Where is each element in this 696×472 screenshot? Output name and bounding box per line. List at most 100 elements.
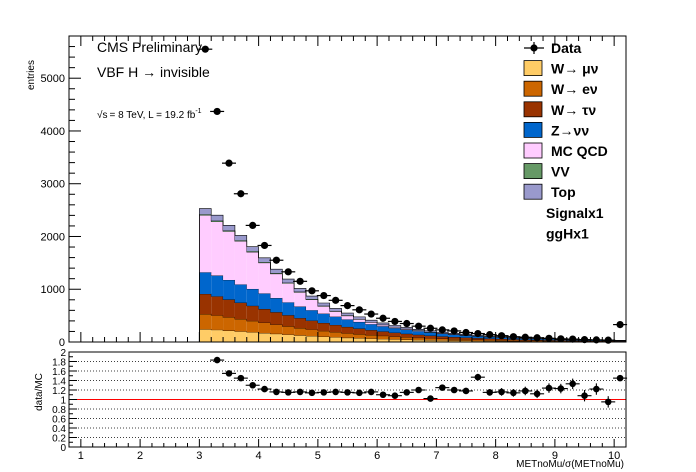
legend-swatch-5 xyxy=(523,142,543,159)
stack-bar-7-bin-10 xyxy=(306,296,318,300)
ratio-x-tick-label: 1 xyxy=(78,450,84,462)
data-point-27 xyxy=(509,333,518,341)
stack-bar-2-bin-28 xyxy=(519,340,532,342)
stack-bar-1-bin-12 xyxy=(329,337,342,342)
ratio-point-26 xyxy=(510,389,517,397)
stack-bar-5-bin-9 xyxy=(294,292,307,307)
data-point-12 xyxy=(332,296,340,304)
stack-bar-4-bin-11 xyxy=(317,313,330,324)
ratio-x-tick-label: 5 xyxy=(315,450,321,462)
ratio-point-30 xyxy=(557,385,565,392)
stack-bar-6-bin-4 xyxy=(234,240,247,242)
data-point-1 xyxy=(201,45,209,53)
stack-bar-2-bin-24 xyxy=(471,339,484,341)
stack-bar-5-bin-12 xyxy=(329,311,342,317)
stack-bar-3-bin-2 xyxy=(211,296,224,316)
stack-bar-4-bin-18 xyxy=(400,329,413,334)
legend-swatch-7 xyxy=(523,183,543,200)
stack-bar-3-bin-4 xyxy=(234,302,247,320)
main-x-ticks xyxy=(80,36,627,342)
ratio-point-22 xyxy=(462,387,470,395)
stack-bar-1-bin-13 xyxy=(341,337,354,342)
data-point-14 xyxy=(355,306,363,314)
stack-bar-7-bin-2 xyxy=(211,215,224,221)
legend-label-6: VV xyxy=(551,164,570,180)
stack-bar-4-bin-8 xyxy=(282,302,295,316)
stack-bar-4-bin-23 xyxy=(460,335,472,338)
stack-bar-2-bin-4 xyxy=(234,319,247,332)
stack-bar-2-bin-6 xyxy=(258,322,271,334)
stack-bar-4-bin-1 xyxy=(199,272,212,294)
stack-bar-2-bin-21 xyxy=(436,338,449,341)
stack-bar-6-bin-8 xyxy=(282,282,295,284)
ratio-point-14 xyxy=(367,388,375,396)
stack-bar-1-bin-19 xyxy=(412,339,425,342)
ratio-y-tick-label: 1.6 xyxy=(52,367,66,378)
data-point-2 xyxy=(213,107,221,116)
stack-bar-1-bin-6 xyxy=(258,333,271,342)
data-point-32 xyxy=(569,335,577,343)
ratio-point-25 xyxy=(498,388,505,396)
stack-bar-1-bin-11 xyxy=(317,336,330,342)
stack-bar-4-bin-7 xyxy=(270,298,283,313)
lumi-label: √s = 8 TeV, L = 19.2 fb-1 xyxy=(97,108,202,121)
ratio-point-17 xyxy=(403,389,411,396)
stack-bar-7-bin-15 xyxy=(365,320,378,323)
data-point-35 xyxy=(604,336,612,344)
legend-label-3: W→ τν xyxy=(551,102,596,118)
stack-bar-1-bin-21 xyxy=(436,340,449,342)
stack-bar-1-bin-18 xyxy=(400,339,413,342)
stack-bar-7-bin-8 xyxy=(282,279,295,283)
legend-label-extra-1: Signalx1 xyxy=(546,205,604,221)
ratio-point-21 xyxy=(450,386,458,394)
ratio-point-12 xyxy=(344,389,351,396)
stack-bar-2-bin-18 xyxy=(400,337,413,340)
stack-bar-1-bin-10 xyxy=(306,336,318,342)
legend-label-extra-2: ggHx1 xyxy=(546,225,589,241)
stack-bar-2-bin-16 xyxy=(377,335,389,339)
stack-bar-3-bin-25 xyxy=(483,338,496,340)
data-point-22 xyxy=(450,327,458,335)
ratio-y-tick-label: 1.2 xyxy=(52,386,66,397)
stack-bar-1-bin-17 xyxy=(388,339,401,342)
stack-bar-3-bin-24 xyxy=(471,338,484,340)
ratio-point-3 xyxy=(237,374,245,382)
stack-bar-3-bin-10 xyxy=(306,320,318,330)
stack-bar-5-bin-14 xyxy=(353,319,366,322)
legend-swatch-3 xyxy=(523,101,543,118)
ratio-y-tick-label: 1 xyxy=(60,396,66,407)
main-y-tick-label: 3000 xyxy=(41,179,65,191)
stack-bar-3-bin-5 xyxy=(246,305,259,321)
stack-bar-4-bin-9 xyxy=(294,306,307,319)
stack-bar-3-bin-6 xyxy=(258,309,271,323)
stack-bar-1-bin-25 xyxy=(483,340,496,342)
stack-bar-7-bin-4 xyxy=(234,235,247,241)
stack-bar-3-bin-12 xyxy=(329,325,342,333)
stack-bar-3-bin-9 xyxy=(294,318,307,329)
stack-bar-4-bin-2 xyxy=(211,275,224,297)
ratio-points-layer xyxy=(210,356,628,408)
stack-bar-2-bin-11 xyxy=(317,330,330,337)
ratio-point-19 xyxy=(427,395,434,402)
stack-bar-2-bin-27 xyxy=(507,340,520,342)
main-plot-frame xyxy=(68,35,627,343)
stack-bar-7-bin-17 xyxy=(388,325,401,327)
ratio-point-23 xyxy=(474,373,482,381)
ratio-point-8 xyxy=(296,388,304,396)
ratio-y-tick-label: 2 xyxy=(60,348,66,359)
ratio-x-tick-label: 6 xyxy=(374,450,380,462)
stack-bar-1-bin-16 xyxy=(377,338,389,342)
stack-bar-4-bin-22 xyxy=(448,334,461,338)
stack-bar-2-bin-13 xyxy=(341,333,354,338)
stack-bar-6-bin-6 xyxy=(258,262,271,263)
data-point-17 xyxy=(391,317,399,326)
stack-bar-6-bin-2 xyxy=(211,220,224,222)
data-point-15 xyxy=(367,310,375,318)
ratio-x-tick-label: 8 xyxy=(493,450,499,462)
stack-bar-7-bin-5 xyxy=(246,246,259,252)
legend-label-4: Z→νν xyxy=(551,122,589,138)
stack-bar-7-bin-13 xyxy=(341,313,354,316)
stack-bar-7-bin-11 xyxy=(317,303,330,306)
stack-bar-3-bin-16 xyxy=(377,331,389,336)
stack-bar-1-bin-5 xyxy=(246,332,259,342)
